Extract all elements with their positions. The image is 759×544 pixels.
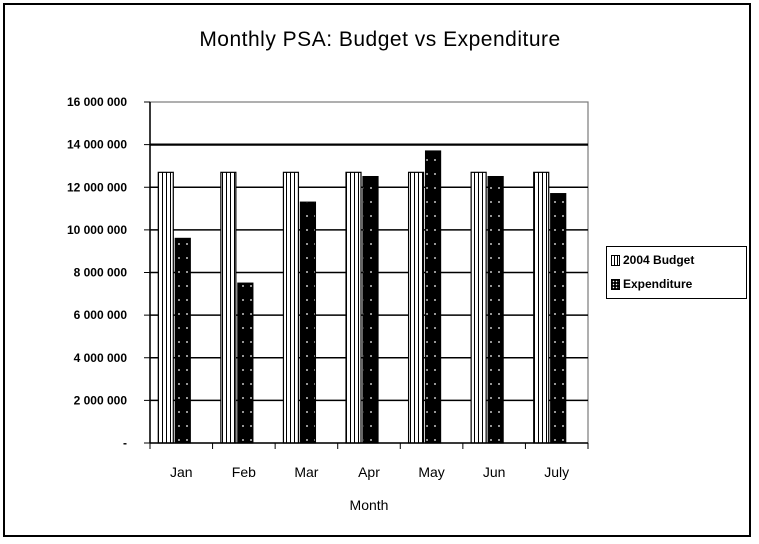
legend-label-expenditure: Expenditure bbox=[623, 277, 693, 291]
bar-budget-feb bbox=[220, 171, 237, 444]
bar-expenditure-feb bbox=[237, 282, 254, 444]
x-tick-label: Jan bbox=[170, 464, 193, 480]
y-tick-label: 6 000 000 bbox=[74, 308, 128, 322]
bar-expenditure-mar bbox=[299, 201, 317, 444]
y-tick-label: 4 000 000 bbox=[74, 351, 128, 365]
legend-swatch-budget bbox=[611, 254, 620, 266]
legend-swatch-expenditure bbox=[611, 278, 620, 290]
bar-expenditure-may bbox=[424, 150, 442, 444]
x-tick-label: July bbox=[544, 464, 569, 480]
legend-item-budget: 2004 Budget bbox=[611, 249, 746, 271]
x-axis-label: Month bbox=[350, 497, 389, 513]
bar-budget-mar bbox=[282, 171, 300, 444]
y-tick-label: - bbox=[123, 436, 127, 450]
x-tick-label: Mar bbox=[294, 464, 318, 480]
bar-budget-apr bbox=[345, 171, 362, 444]
bar-expenditure-jan bbox=[174, 237, 191, 444]
y-tick-label: 2 000 000 bbox=[74, 393, 128, 407]
y-tick-label: 14 000 000 bbox=[67, 138, 127, 152]
bar-budget-may bbox=[407, 171, 425, 444]
x-tick-label: Feb bbox=[232, 464, 256, 480]
x-tick-label: Apr bbox=[358, 464, 380, 480]
y-tick-label: 8 000 000 bbox=[74, 266, 128, 280]
bar-budget-jun bbox=[470, 171, 487, 444]
legend-item-expenditure: Expenditure bbox=[611, 273, 746, 295]
legend: 2004 Budget Expenditure bbox=[606, 246, 747, 299]
bar-expenditure-apr bbox=[362, 175, 379, 444]
x-tick-label: May bbox=[418, 464, 444, 480]
bar-expenditure-july bbox=[550, 193, 567, 444]
bar-budget-jan bbox=[157, 171, 174, 444]
chart-title: Monthly PSA: Budget vs Expenditure bbox=[199, 28, 561, 51]
y-tick-label: 12 000 000 bbox=[67, 180, 127, 194]
legend-label-budget: 2004 Budget bbox=[623, 253, 695, 267]
y-tick-label: 10 000 000 bbox=[67, 223, 127, 237]
y-tick-label: 16 000 000 bbox=[67, 95, 127, 109]
x-tick-label: Jun bbox=[483, 464, 506, 480]
bar-budget-july bbox=[533, 171, 550, 444]
bar-expenditure-jun bbox=[487, 175, 504, 444]
